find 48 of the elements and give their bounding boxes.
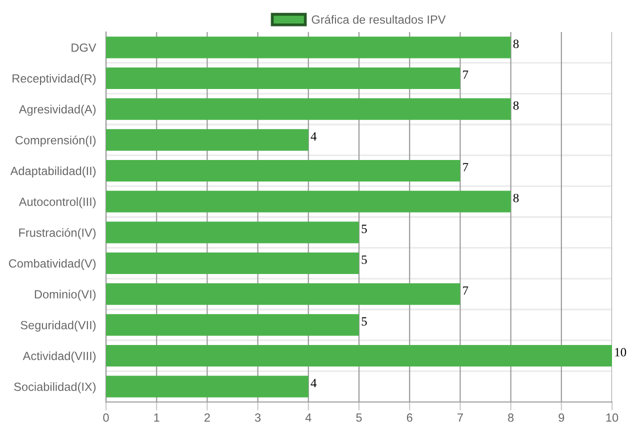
bar <box>106 190 511 212</box>
y-tick-label: Seguridad(VII) <box>20 320 96 332</box>
x-tick-label: 0 <box>103 413 109 422</box>
x-tick-label: 8 <box>508 413 514 422</box>
bar <box>106 252 359 274</box>
data-label: 7 <box>463 286 468 295</box>
y-tick-label: Actividad(VIII) <box>22 351 96 362</box>
bar <box>106 160 460 182</box>
data-label: 7 <box>463 163 468 172</box>
x-tick-label: 2 <box>204 413 210 422</box>
data-label: 4 <box>310 132 317 140</box>
y-tick-label: Agresividad(A) <box>18 104 96 116</box>
x-tick-label: 1 <box>154 414 160 422</box>
bar <box>106 67 460 90</box>
bar <box>106 222 359 244</box>
y-tick-label: Frustración(IV) <box>19 228 96 240</box>
x-tick-label: 6 <box>406 413 412 422</box>
y-tick-label: Combatividad(V) <box>8 258 96 270</box>
data-label: 8 <box>513 40 519 48</box>
x-tick-label: 3 <box>254 413 261 422</box>
bar <box>106 36 511 58</box>
x-tick-label: 5 <box>356 414 362 422</box>
data-label: 4 <box>310 378 317 388</box>
bar <box>106 344 612 367</box>
y-tick-label: Dominio(VI) <box>34 290 96 301</box>
y-tick-label: Adaptabilidad(II) <box>10 166 96 178</box>
y-tick-label: Sociabilidad(IX) <box>14 382 96 394</box>
y-tick-label: Receptividad(R) <box>12 74 96 85</box>
bar <box>106 314 359 336</box>
bar <box>106 376 308 398</box>
data-label: 7 <box>463 70 468 79</box>
data-label: 8 <box>513 194 519 202</box>
y-tick-label: DGV <box>72 43 96 52</box>
legend-label: Gráfica de resultados IPV <box>312 14 446 24</box>
data-label: 8 <box>513 101 519 110</box>
bar <box>106 98 511 120</box>
y-tick-label: Comprensión(I) <box>16 136 96 147</box>
bar <box>106 129 308 151</box>
y-tick-label: Autocontrol(III) <box>18 197 96 208</box>
x-tick-label: 4 <box>305 414 312 422</box>
bar <box>106 283 460 305</box>
data-label: 5 <box>362 317 367 326</box>
x-tick-label: 7 <box>458 414 463 422</box>
data-label: 10 <box>615 348 626 356</box>
x-tick-label: 10 <box>606 413 618 422</box>
data-label: 5 <box>362 224 367 234</box>
x-tick-label: 9 <box>558 413 564 422</box>
data-label: 5 <box>362 256 367 264</box>
